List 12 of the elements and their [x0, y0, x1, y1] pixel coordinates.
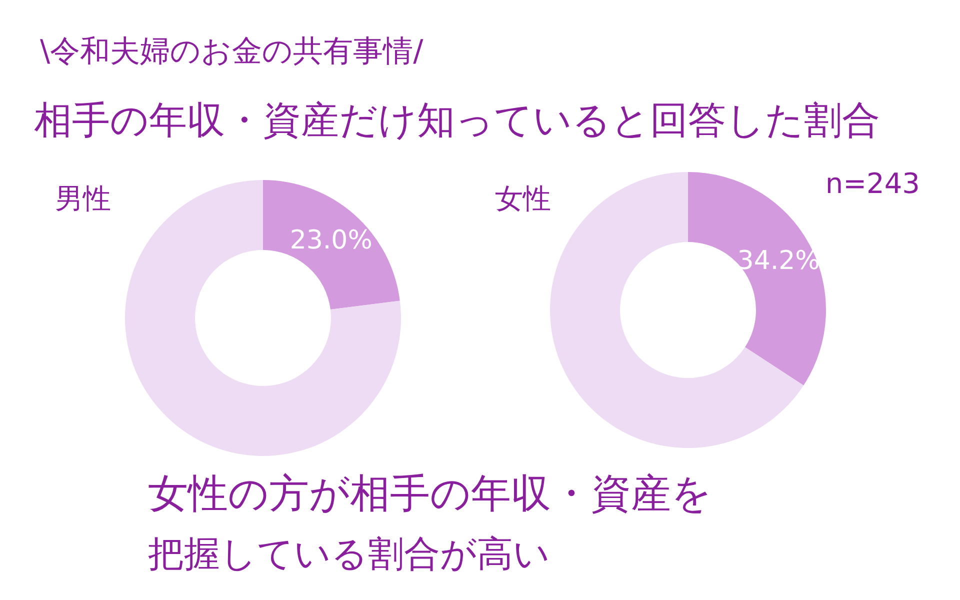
chart-title: 女性 — [495, 182, 551, 215]
donut-slice — [263, 180, 400, 310]
data-label: 34.2% — [737, 246, 820, 276]
text: n=243 — [825, 167, 920, 200]
data-label: 23.0% — [290, 226, 372, 256]
donut-slice — [688, 172, 826, 386]
chart-title: 男性 — [55, 182, 111, 215]
text: \令和夫婦のお金の共有事情/ — [40, 34, 424, 69]
donut-slice — [125, 180, 401, 456]
text: 女性の方が相手の年収・資産を — [148, 471, 712, 517]
text: 把握している割合が高い — [148, 534, 550, 575]
text: 相手の年収・資産だけ知っていると回答した割合 — [34, 98, 880, 142]
